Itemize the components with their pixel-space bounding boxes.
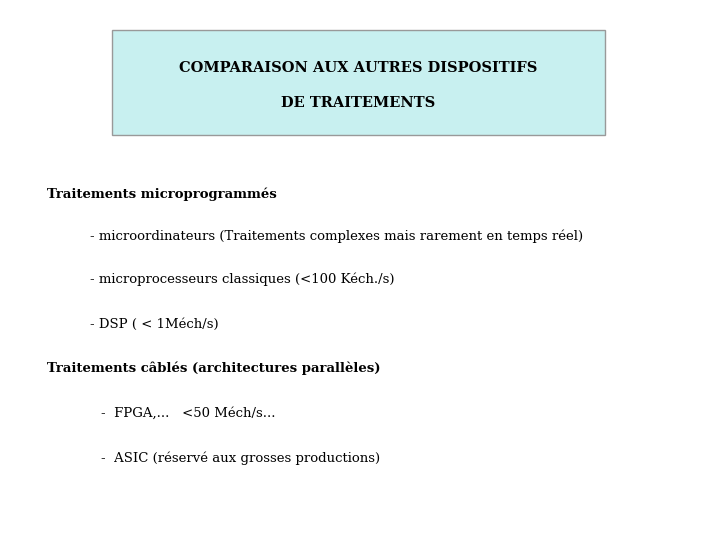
Text: -  FPGA,...   <50 Méch/s...: - FPGA,... <50 Méch/s... xyxy=(101,407,275,420)
Text: Traitements microprogrammés: Traitements microprogrammés xyxy=(47,187,276,201)
Text: Traitements câblés (architectures parallèles): Traitements câblés (architectures parall… xyxy=(47,362,380,375)
FancyBboxPatch shape xyxy=(112,30,605,135)
Text: - microordinateurs (Traitements complexes mais rarement en temps réel): - microordinateurs (Traitements complexe… xyxy=(90,230,583,243)
Text: - DSP ( < 1Méch/s): - DSP ( < 1Méch/s) xyxy=(90,318,219,330)
Text: - microprocesseurs classiques (<100 Kéch./s): - microprocesseurs classiques (<100 Kéch… xyxy=(90,273,395,286)
Text: -  ASIC (réservé aux grosses productions): - ASIC (réservé aux grosses productions) xyxy=(101,451,380,464)
Text: COMPARAISON AUX AUTRES DISPOSITIFS: COMPARAISON AUX AUTRES DISPOSITIFS xyxy=(179,60,537,75)
Text: DE TRAITEMENTS: DE TRAITEMENTS xyxy=(281,96,435,110)
